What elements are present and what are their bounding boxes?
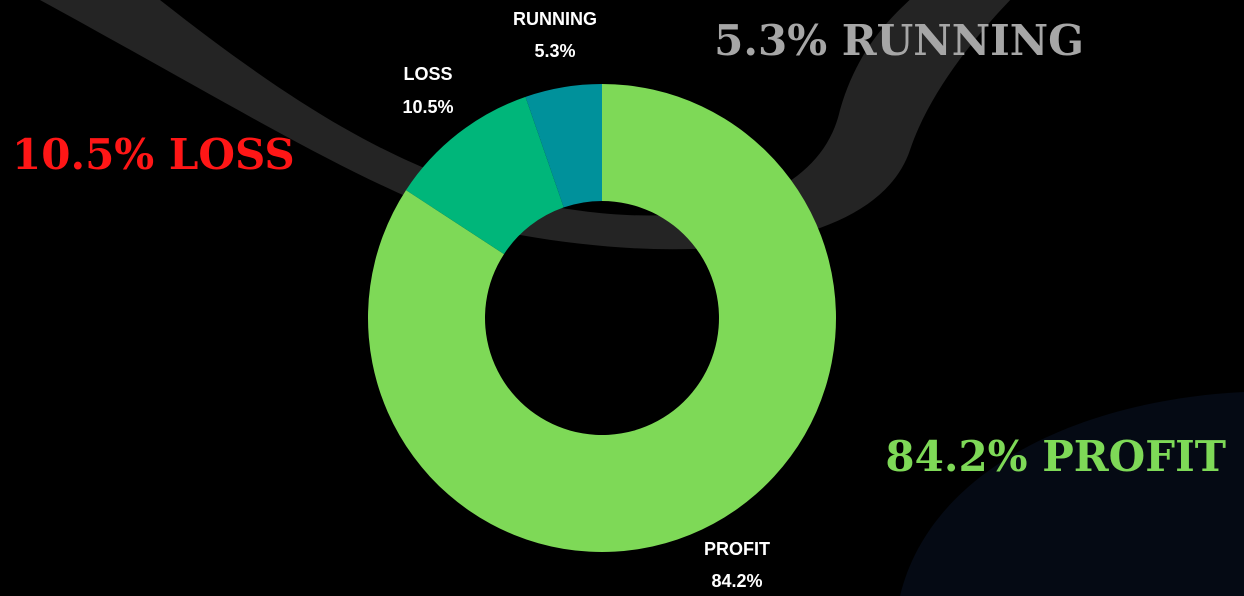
slice-value: 5.3% (534, 41, 575, 61)
slice-category: RUNNING (513, 9, 597, 29)
page: PROFIT 84.2% LOSS 10.5% RUNNING 5.3% 84.2% PRO… (0, 0, 1244, 596)
annotation: 84.2% PROFIT (885, 432, 1226, 481)
annotation: 10.5% LOSS (12, 130, 295, 179)
slice-category: PROFIT (704, 539, 770, 559)
chart: PROFIT 84.2% LOSS 10.5% RUNNING 5.3% 84.2% PRO… (0, 0, 1244, 596)
slice-value: 84.2% (711, 571, 762, 591)
slice-category: LOSS (403, 64, 452, 84)
annotation: 5.3% RUNNING (714, 16, 1084, 65)
slice-value: 10.5% (402, 97, 453, 117)
